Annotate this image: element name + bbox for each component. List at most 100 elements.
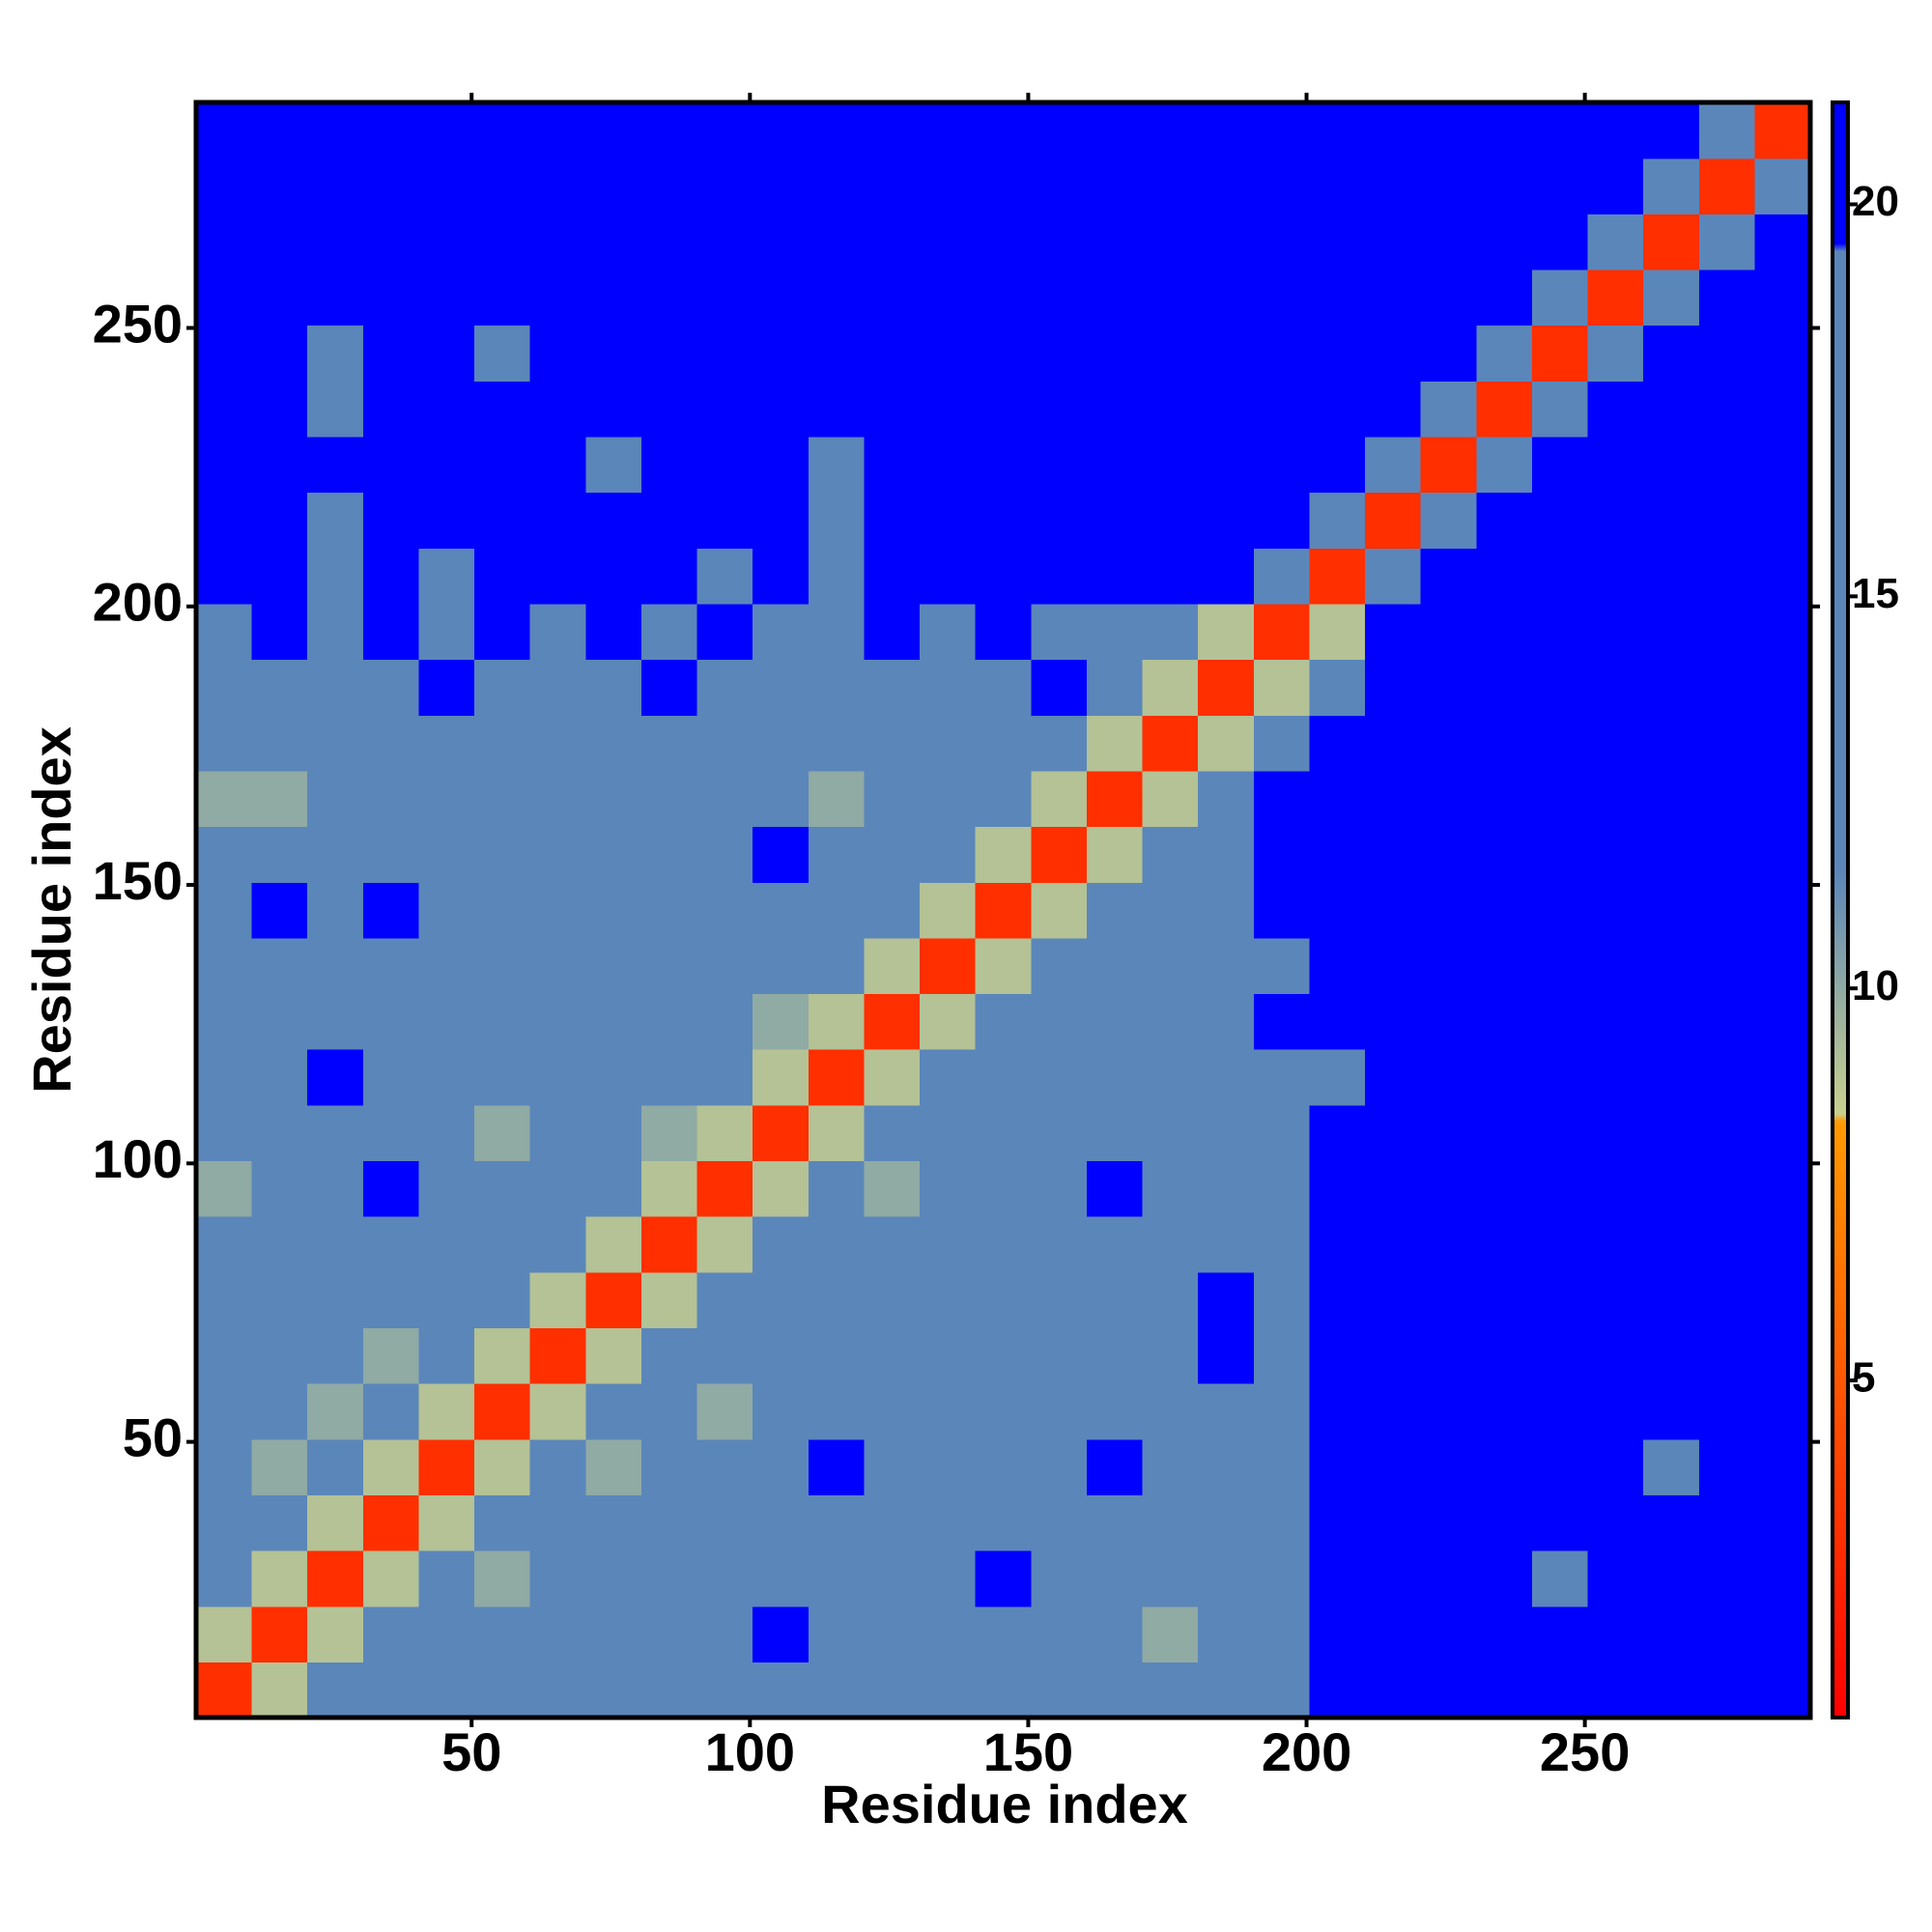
heatmap-cell <box>1476 325 1533 382</box>
heatmap-cell <box>529 1662 586 1719</box>
heatmap-cell <box>251 381 308 438</box>
heatmap-cell <box>362 659 420 716</box>
heatmap-cell <box>196 1104 253 1162</box>
heatmap-cell <box>251 548 308 605</box>
heatmap-cell <box>418 213 475 270</box>
heatmap-cell <box>1420 1383 1477 1440</box>
heatmap-cell <box>362 1049 420 1106</box>
heatmap-cell <box>362 213 420 270</box>
heatmap-cell <box>920 1327 977 1384</box>
heatmap-cell <box>864 1438 921 1495</box>
heatmap-cell <box>1309 826 1366 883</box>
heatmap-cell <box>1531 937 1589 995</box>
heatmap-cell <box>1309 937 1366 995</box>
heatmap-cell <box>585 213 642 270</box>
heatmap-cell <box>307 1049 364 1106</box>
heatmap-cell <box>1198 659 1255 716</box>
heatmap-cell <box>696 603 753 661</box>
heatmap-cell <box>251 1327 308 1384</box>
heatmap-cell <box>585 826 642 883</box>
heatmap-cell <box>1531 381 1589 438</box>
heatmap-cell <box>1420 102 1477 159</box>
heatmap-cell <box>362 937 420 995</box>
heatmap-cell <box>1086 1438 1144 1495</box>
heatmap-cell <box>1198 436 1255 494</box>
heatmap-cell <box>529 1049 586 1106</box>
heatmap-cell <box>196 1271 253 1329</box>
heatmap-cell <box>474 269 531 327</box>
heatmap-cell <box>362 492 420 549</box>
heatmap-cell <box>1031 1494 1088 1551</box>
heatmap-cell <box>585 1271 642 1329</box>
heatmap-cell <box>808 715 866 772</box>
heatmap-cell <box>1253 1494 1311 1551</box>
heatmap-cell <box>975 436 1032 494</box>
heatmap-cell <box>696 1160 753 1217</box>
heatmap-cell <box>808 1327 866 1384</box>
heatmap-cell <box>1476 1494 1533 1551</box>
heatmap-cell <box>1142 1160 1199 1217</box>
heatmap-cell <box>1309 1494 1366 1551</box>
heatmap-cell <box>1365 1160 1422 1217</box>
heatmap-cell <box>585 548 642 605</box>
heatmap-cell <box>864 603 921 661</box>
heatmap-cell <box>1253 937 1311 995</box>
heatmap-cell <box>196 1605 253 1662</box>
heatmap-cell <box>1754 1049 1811 1106</box>
heatmap-cell <box>1476 548 1533 605</box>
heatmap-cell <box>196 1550 253 1607</box>
heatmap-cell <box>529 715 586 772</box>
heatmap-cell <box>920 1605 977 1662</box>
heatmap-cell <box>418 1550 475 1607</box>
heatmap-cell <box>753 157 810 214</box>
heatmap-cell <box>1698 1662 1755 1719</box>
heatmap-cell <box>585 1662 642 1719</box>
heatmap-cell <box>1420 1160 1477 1217</box>
heatmap-cell <box>696 1662 753 1719</box>
heatmap-cell <box>1420 1049 1477 1106</box>
heatmap-cell <box>1420 659 1477 716</box>
heatmap-cell <box>1309 492 1366 549</box>
heatmap-cell <box>753 715 810 772</box>
heatmap-cell <box>1309 770 1366 828</box>
heatmap-cell <box>585 157 642 214</box>
heatmap-cell <box>362 1160 420 1217</box>
heatmap-cell <box>418 381 475 438</box>
heatmap-cell <box>362 102 420 159</box>
heatmap-cell <box>753 1662 810 1719</box>
heatmap-cell <box>1142 603 1199 661</box>
heatmap-cell <box>307 381 364 438</box>
heatmap-cell <box>474 157 531 214</box>
heatmap-cell <box>975 1662 1032 1719</box>
heatmap-cell <box>1198 102 1255 159</box>
heatmap-cell <box>1476 1383 1533 1440</box>
heatmap-cell <box>1531 882 1589 939</box>
heatmap-cell <box>920 993 977 1050</box>
heatmap-cell <box>640 993 698 1050</box>
heatmap-cell <box>1198 603 1255 661</box>
heatmap-cell <box>1754 770 1811 828</box>
heatmap-cell <box>1198 1662 1255 1719</box>
heatmap-cell <box>251 436 308 494</box>
y-tick-label: 100 <box>93 1128 183 1189</box>
heatmap-cell <box>1309 715 1366 772</box>
heatmap-cell <box>975 1216 1032 1273</box>
heatmap-cell <box>362 882 420 939</box>
heatmap-cell <box>1587 1662 1644 1719</box>
heatmap-cells <box>196 102 1811 1719</box>
heatmap-cell <box>1253 1271 1311 1329</box>
heatmap-cell <box>1531 770 1589 828</box>
heatmap-cell <box>1698 492 1755 549</box>
heatmap-cell <box>474 1494 531 1551</box>
heatmap-cell <box>529 1271 586 1329</box>
heatmap-cell <box>864 659 921 716</box>
heatmap-cell <box>1698 157 1755 214</box>
heatmap-cell <box>808 213 866 270</box>
heatmap-cell <box>1142 325 1199 382</box>
heatmap-cell <box>1031 1662 1088 1719</box>
heatmap-cell <box>1420 436 1477 494</box>
heatmap-cell <box>196 937 253 995</box>
heatmap-cell <box>1476 1550 1533 1607</box>
heatmap-cell <box>1531 548 1589 605</box>
heatmap-cell <box>362 1327 420 1384</box>
